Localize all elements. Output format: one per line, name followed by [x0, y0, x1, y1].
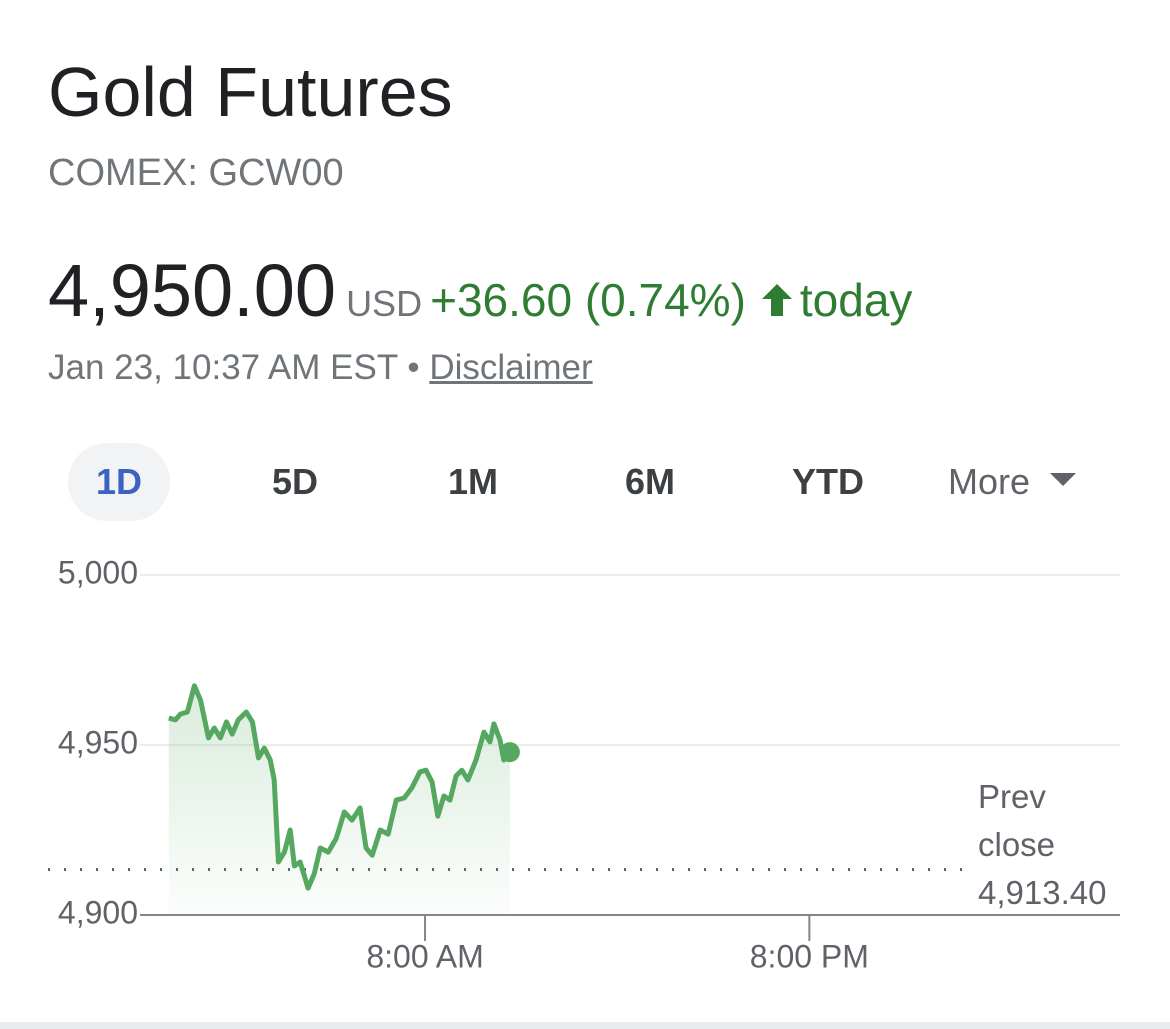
price: 4,950.00 [48, 249, 337, 332]
prev-close-value: 4,913.40 [978, 874, 1107, 911]
separator: • [407, 348, 420, 387]
range-tab[interactable]: 5D [271, 461, 319, 502]
y-tick-label: 4,950 [58, 724, 138, 760]
divider [0, 1022, 1170, 1029]
up-arrow [761, 284, 792, 316]
price-line [168, 683, 512, 891]
x-tick-label: 8:00 PM [750, 938, 869, 974]
currency: USD [346, 283, 423, 324]
range-tab[interactable]: 1D [68, 443, 170, 521]
more-label: More [948, 461, 1031, 502]
y-tick-label: 5,000 [58, 554, 138, 590]
period: today [799, 274, 913, 326]
price-row: 4,950.00 USD +36.60 (0.74%) today [48, 248, 912, 333]
range-tab[interactable]: 6M [624, 461, 675, 502]
dropdown-caret [1050, 473, 1077, 486]
more-dropdown[interactable]: More [948, 443, 1108, 521]
range-tab[interactable]: 1M [447, 461, 498, 502]
change: +36.60 (0.74%) [430, 274, 746, 326]
disclaimer-link[interactable]: Disclaimer [429, 348, 593, 387]
last-point [499, 742, 520, 763]
y-tick-label: 4,900 [58, 894, 138, 930]
prev-close-label: Prev close [978, 778, 1056, 863]
title: Gold Futures [48, 53, 453, 131]
area-fill [168, 685, 510, 915]
timestamp-row: Jan 23, 10:37 AM EST • Disclaimer [48, 348, 593, 388]
timestamp: Jan 23, 10:37 AM EST [48, 348, 398, 387]
ticker: COMEX: GCW00 [48, 152, 344, 194]
range-tab[interactable]: YTD [792, 461, 864, 502]
x-tick-label: 8:00 AM [366, 938, 483, 974]
